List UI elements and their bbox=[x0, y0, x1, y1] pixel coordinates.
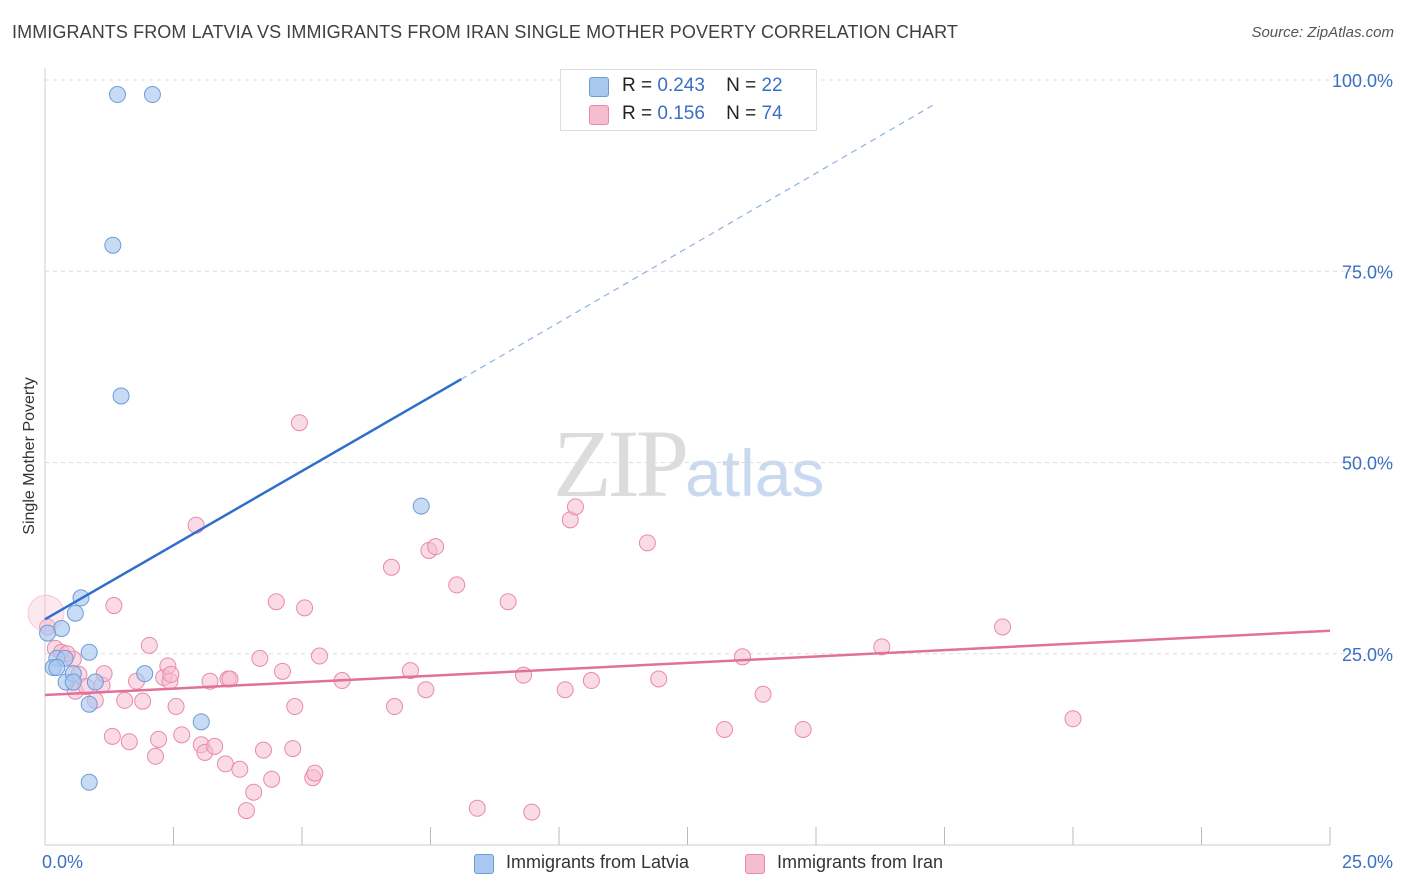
latvia-point bbox=[80, 695, 98, 713]
iran-point bbox=[401, 662, 419, 680]
y-tick-label: 50.0% bbox=[1342, 454, 1393, 474]
iran-legend-label: Immigrants from Iran bbox=[777, 852, 944, 872]
y-tick-label: 100.0% bbox=[1332, 71, 1393, 91]
latvia-swatch bbox=[589, 77, 609, 97]
iran-point bbox=[733, 648, 751, 666]
iran-point bbox=[290, 414, 308, 432]
iran-point bbox=[201, 672, 219, 690]
iran-point bbox=[103, 727, 121, 745]
r-label: R = bbox=[622, 103, 653, 124]
latvia-point bbox=[80, 643, 98, 661]
y-axis-label: Single Mother Poverty bbox=[21, 377, 38, 535]
iran-point bbox=[448, 576, 466, 594]
iran-point bbox=[254, 741, 272, 759]
latvia-point bbox=[112, 387, 130, 405]
x-tick-label: 25.0% bbox=[1342, 852, 1393, 872]
iran-point bbox=[650, 670, 668, 688]
source-label: Source: ZipAtlas.com bbox=[1251, 24, 1394, 41]
n-value: 22 bbox=[761, 75, 783, 96]
iran-point bbox=[994, 618, 1012, 636]
latvia-point bbox=[104, 236, 122, 254]
iran-point bbox=[873, 638, 891, 656]
iran-point bbox=[716, 720, 734, 738]
latvia-point bbox=[192, 713, 210, 731]
y-tick-label: 25.0% bbox=[1342, 645, 1393, 665]
iran-trend-line bbox=[44, 629, 1331, 697]
latvia-point bbox=[80, 773, 98, 791]
iran-point bbox=[105, 597, 123, 615]
iran-point bbox=[140, 636, 158, 654]
iran-point bbox=[286, 698, 304, 716]
iran-point bbox=[515, 666, 533, 684]
iran-point bbox=[284, 740, 302, 758]
iran-point bbox=[162, 665, 180, 683]
legend-text-latvia: R = 0.243 N = 22 bbox=[622, 75, 783, 97]
iran-point bbox=[582, 672, 600, 690]
iran-point bbox=[427, 538, 445, 556]
iran-point bbox=[263, 770, 281, 788]
iran-point bbox=[468, 799, 486, 817]
latvia-legend-label: Immigrants from Latvia bbox=[506, 852, 690, 872]
latvia-point bbox=[143, 86, 161, 104]
iran-point bbox=[1064, 710, 1082, 728]
iran-point bbox=[638, 534, 656, 552]
iran-point bbox=[310, 647, 328, 665]
iran-point bbox=[566, 498, 584, 516]
y-tick-label: 75.0% bbox=[1342, 262, 1393, 282]
r-value: 0.243 bbox=[657, 75, 705, 96]
iran-point bbox=[116, 691, 134, 709]
iran-point bbox=[237, 802, 255, 820]
iran-point bbox=[296, 599, 314, 617]
iran-point bbox=[273, 662, 291, 680]
iran-legend-swatch bbox=[745, 854, 765, 874]
latvia-legend-swatch bbox=[474, 854, 494, 874]
iran-point bbox=[147, 747, 165, 765]
iran-point bbox=[216, 755, 234, 773]
iran-point bbox=[794, 720, 812, 738]
iran-point bbox=[267, 593, 285, 611]
iran-point bbox=[386, 698, 404, 716]
iran-swatch bbox=[589, 105, 609, 125]
latvia-point bbox=[64, 673, 82, 691]
n-label: N = bbox=[726, 75, 757, 96]
x-tick-label: 0.0% bbox=[42, 852, 83, 872]
stats-legend: R = 0.243 N = 22 R = 0.156 N = 74 bbox=[560, 69, 817, 131]
iran-point bbox=[150, 730, 168, 748]
iran-point bbox=[173, 726, 191, 744]
iran-point bbox=[251, 649, 269, 667]
latvia-trend-line bbox=[44, 378, 462, 621]
iran-point bbox=[556, 681, 574, 699]
latvia-point bbox=[108, 86, 126, 104]
iran-point bbox=[134, 692, 152, 710]
latvia-point bbox=[48, 659, 66, 677]
iran-point bbox=[167, 698, 185, 716]
latvia-point bbox=[86, 673, 104, 691]
latvia-point bbox=[66, 604, 84, 622]
iran-point bbox=[206, 737, 224, 755]
chart-title: IMMIGRANTS FROM LATVIA VS IMMIGRANTS FRO… bbox=[12, 22, 959, 42]
iran-point bbox=[523, 803, 541, 821]
n-label: N = bbox=[726, 103, 757, 124]
iran-point bbox=[245, 783, 263, 801]
legend-text-iran: R = 0.156 N = 74 bbox=[622, 103, 783, 125]
r-label: R = bbox=[622, 75, 653, 96]
iran-point bbox=[417, 681, 435, 699]
iran-point bbox=[499, 593, 517, 611]
n-value: 74 bbox=[761, 103, 783, 124]
iran-point bbox=[231, 760, 249, 778]
latvia-point bbox=[136, 665, 154, 683]
latvia-trend-extension bbox=[461, 103, 935, 380]
iran-point bbox=[306, 764, 324, 782]
iran-point bbox=[120, 733, 138, 751]
iran-point bbox=[382, 558, 400, 576]
watermark-atlas: atlas bbox=[685, 436, 825, 510]
latvia-point bbox=[412, 497, 430, 515]
r-value: 0.156 bbox=[657, 103, 705, 124]
latvia-point bbox=[39, 624, 57, 642]
iran-point bbox=[754, 685, 772, 703]
